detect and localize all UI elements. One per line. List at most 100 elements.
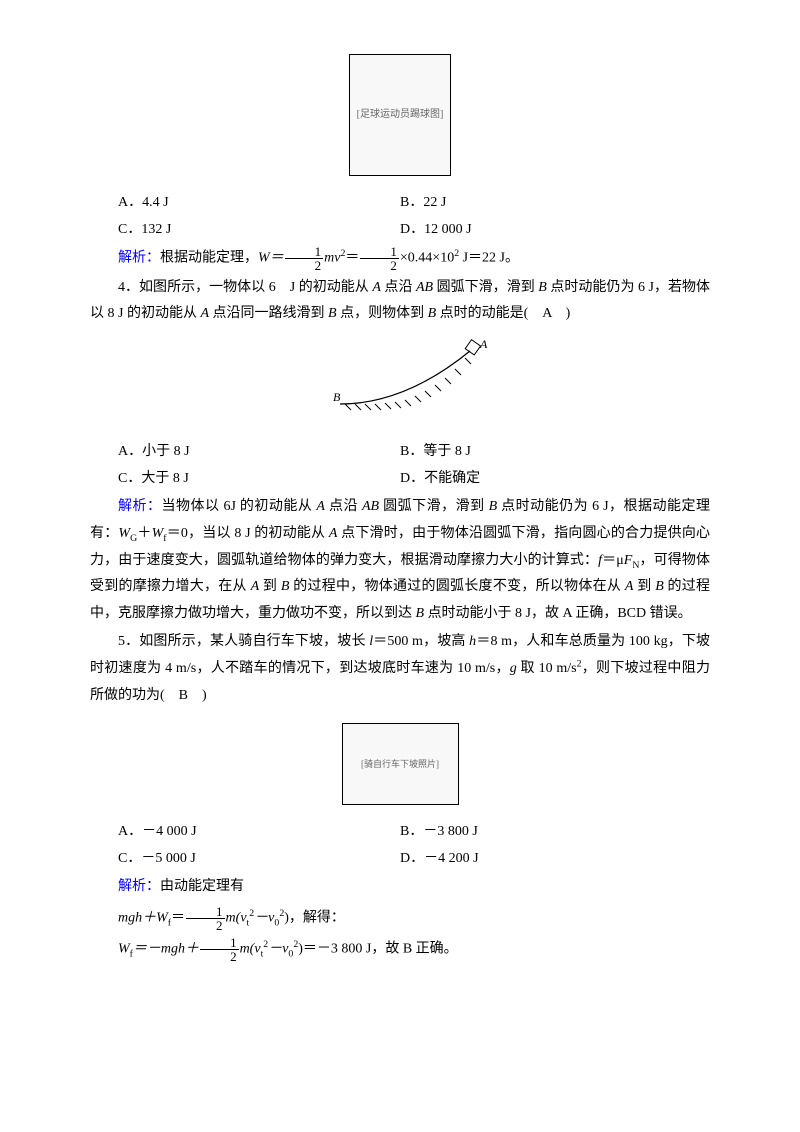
- q4-analysis: 解析：当物体以 6J 的初动能从 A 点沿 AB 圆弧下滑，滑到 B 点时动能仍…: [90, 494, 710, 627]
- frac-den: 2: [360, 259, 399, 272]
- q4-s1: 4．如图所示，一物体以 6 J 的初动能从: [118, 280, 372, 295]
- page-root: [足球运动员踢球图] A．4.4 J B．22 J C．132 J D．12 0…: [0, 0, 800, 1132]
- q4-AB: AB: [362, 499, 379, 514]
- q4-v2: AB: [416, 280, 433, 295]
- q5-l3a: W: [118, 942, 130, 957]
- q5-l3eq-inner: ＝－mgh＋: [133, 942, 199, 957]
- q5-analysis-line3: Wf＝－mgh＋12m(vt2－v02)＝－3 800 J，故 B 正确。: [90, 936, 710, 963]
- q5-l3c: )＝－3 800 J，故 B 正确。: [298, 942, 457, 957]
- frac-den: 2: [285, 259, 324, 272]
- q4-B4: B: [416, 606, 425, 621]
- q5-opt-c: C．－5 000 J: [90, 846, 400, 873]
- q3-ana-text1: 根据动能定理，: [160, 251, 258, 266]
- frac-num: 1: [186, 905, 225, 919]
- q5-l2sub0: 0: [274, 918, 279, 929]
- q4-a11: 点时动能小于 8 J，故 A 正确，BCD 错误。: [424, 606, 692, 621]
- frac-den: 2: [200, 950, 239, 963]
- q5-l3minus: －v: [268, 942, 288, 957]
- analysis-label: 解析：: [118, 879, 160, 894]
- q4-opt-d: D．不能确定: [400, 466, 710, 493]
- q4-options: A．小于 8 J B．等于 8 J C．大于 8 J D．不能确定: [90, 439, 710, 492]
- q3-mid2: ×0.44×10: [400, 251, 454, 266]
- analysis-label: 解析：: [118, 251, 160, 266]
- q4-a7: 到: [259, 579, 281, 594]
- q4-opt-b: B．等于 8 J: [400, 439, 710, 466]
- q4-v1: A: [372, 280, 381, 295]
- q5-l2frac: 12: [186, 905, 225, 932]
- q3-figure: [足球运动员踢球图]: [349, 54, 451, 176]
- q4-v3: B: [538, 280, 547, 295]
- q4-opt-a: A．小于 8 J: [90, 439, 400, 466]
- q4-v5: B: [328, 306, 337, 321]
- q5-l3frac: 12: [200, 936, 239, 963]
- frac-num: 1: [285, 245, 324, 259]
- q4-eq0: ＝0，当以 8 J 的初动能从: [167, 526, 329, 541]
- q3-opt-b: B．22 J: [400, 190, 710, 217]
- q5-opt-d: D．－4 200 J: [400, 846, 710, 873]
- q4-a9: 到: [633, 579, 655, 594]
- q4-B3: B: [655, 579, 664, 594]
- q5-l3b: m(v: [240, 942, 261, 957]
- q3-opt-d: D．12 000 J: [400, 217, 710, 244]
- q3-tail: J＝22 J。: [459, 251, 519, 266]
- q4-figure: A B: [305, 336, 495, 421]
- q3-options: A．4.4 J B．22 J C．132 J D．12 000 J: [90, 190, 710, 243]
- frac-num: 1: [200, 936, 239, 950]
- q4-feq: ＝μ: [602, 553, 624, 568]
- q4-WG: W: [118, 526, 130, 541]
- q3-W: W＝: [258, 251, 284, 266]
- q3-frac1: 12: [285, 245, 324, 272]
- q3-frac2: 12: [360, 245, 399, 272]
- q5-l2a: mgh＋W: [118, 911, 168, 926]
- q4-A3: A: [251, 579, 260, 594]
- svg-text:A: A: [479, 337, 488, 351]
- q4-A1: A: [316, 499, 325, 514]
- q4-a1: 当物体以 6J 的初动能从: [162, 499, 317, 514]
- q5-l3subt: t: [261, 949, 264, 960]
- q4-a8: 的过程中，物体通过的圆弧长度不变，所以物体在从: [289, 579, 624, 594]
- q5-l2eq: ＝: [171, 911, 185, 926]
- q4-s6: 点，则物体到: [337, 306, 428, 321]
- q4-B1: B: [489, 499, 498, 514]
- svg-text:B: B: [333, 390, 341, 404]
- q5-l3sub0: 0: [288, 949, 293, 960]
- q4-v6: B: [428, 306, 437, 321]
- q3-eq: ＝: [345, 251, 359, 266]
- q3-opt-c: C．132 J: [90, 217, 400, 244]
- q4-stem: 4．如图所示，一物体以 6 J 的初动能从 A 点沿 AB 圆弧下滑，滑到 B …: [90, 275, 710, 328]
- q5-s2: ＝500 m，坡高: [373, 634, 469, 649]
- q4-a2: 点沿: [325, 499, 362, 514]
- q5-analysis-line1: 解析：由动能定理有: [90, 874, 710, 901]
- q5-l3eq: ＝－mgh＋: [133, 942, 199, 957]
- q5-l2c: )，解得：: [284, 911, 345, 926]
- q4-s7: 点时的动能是( A ): [436, 306, 570, 321]
- q5-l2minus: －v: [254, 911, 274, 926]
- q4-opt-c: C．大于 8 J: [90, 466, 400, 493]
- q5-s1: 5．如图所示，某人骑自行车下坡，坡长: [118, 634, 369, 649]
- q5-ana-text1: 由动能定理有: [160, 879, 244, 894]
- q4-s2: 点沿: [381, 280, 416, 295]
- q3-analysis: 解析：根据动能定理，W＝12mv2＝12×0.44×102 J＝22 J。: [90, 245, 710, 272]
- q3-opt-a: A．4.4 J: [90, 190, 400, 217]
- q4-Wf: W: [152, 526, 164, 541]
- q4-s3: 圆弧下滑，滑到: [433, 280, 538, 295]
- q3-mv: mv: [324, 251, 340, 266]
- q3-figure-wrap: [足球运动员踢球图]: [90, 48, 710, 182]
- q5-l2b: m(v: [226, 911, 247, 926]
- frac-den: 2: [186, 919, 225, 932]
- q4-v4: A: [200, 306, 209, 321]
- frac-num: 1: [360, 245, 399, 259]
- q5-opt-b: B．－3 800 J: [400, 819, 710, 846]
- q5-options: A．－4 000 J B．－3 800 J C．－5 000 J D．－4 20…: [90, 819, 710, 872]
- q5-analysis-line2: mgh＋Wf＝12m(vt2－v02)，解得：: [90, 905, 710, 932]
- q4-s5: 点沿同一路线滑到: [209, 306, 328, 321]
- q5-l2subt: t: [247, 918, 250, 929]
- q5-figure: [骑自行车下坡照片]: [342, 723, 459, 805]
- q4-a3: 圆弧下滑，滑到: [379, 499, 488, 514]
- q5-figure-wrap: [骑自行车下坡照片]: [90, 717, 710, 811]
- q4-plus: ＋: [137, 526, 151, 541]
- q5-s4: 取 10 m/s: [517, 661, 577, 676]
- q5-g: g: [510, 661, 517, 676]
- q4-figure-wrap: A B: [90, 336, 710, 432]
- q5-opt-a: A．－4 000 J: [90, 819, 400, 846]
